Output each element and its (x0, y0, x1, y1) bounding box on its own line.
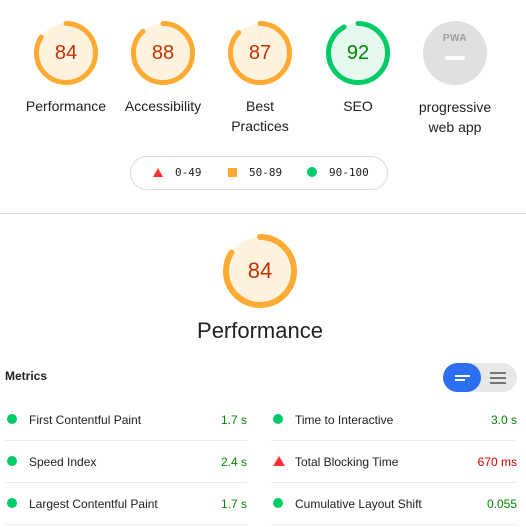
metric-name: Time to Interactive (295, 413, 394, 427)
metrics-title: Metrics (5, 369, 48, 383)
gauge-ring-svg (131, 21, 195, 85)
metric-value: 0.055 (486, 497, 517, 511)
gauge-arc (34, 21, 98, 85)
metric-name: Total Blocking Time (295, 455, 399, 469)
gauge-score: 87 (248, 42, 272, 64)
metric-value: 670 ms (477, 455, 517, 469)
metric-cumulative-layout-shift: Cumulative Layout Shift 0.055 (271, 483, 517, 525)
pass-circle-icon (273, 414, 283, 424)
gauge-pwa[interactable]: PWA progressive web app (400, 20, 510, 137)
metric-first-contentful-paint: First Contentful Paint 1.7 s (5, 399, 247, 441)
gauge-best-practices[interactable]: 87 Best Practices (205, 20, 315, 136)
gauge-fill (36, 23, 96, 83)
gauge-label: Accessibility (124, 98, 202, 114)
triangle-icon (153, 168, 163, 177)
gauge-performance[interactable]: 84 Performance (11, 20, 121, 116)
gauge-ring-svg (34, 21, 98, 85)
pwa-dash (445, 56, 465, 60)
legend-range: 90-100 (329, 166, 369, 179)
pwa-icon: PWA (423, 21, 487, 85)
circle-icon (307, 167, 317, 177)
section-title: Performance (197, 318, 323, 343)
gauge-seo[interactable]: 92 SEO (303, 20, 413, 116)
gauge-fill (226, 237, 294, 305)
pass-circle-icon (7, 498, 17, 508)
metric-value: 3.0 s (490, 413, 517, 427)
metric-time-to-interactive: Time to Interactive 3.0 s (271, 399, 517, 441)
pass-circle-icon (7, 456, 17, 466)
square-icon (228, 168, 237, 177)
list-compact-icon (455, 375, 470, 377)
metrics-view-toggle[interactable] (443, 363, 517, 392)
metric-value: 1.7 s (220, 497, 247, 511)
gauge-score: 84 (54, 42, 78, 64)
gauge-label: progressive web app (418, 99, 492, 135)
list-expanded-icon (490, 372, 506, 374)
metric-speed-index: Speed Index 2.4 s (5, 441, 247, 483)
legend-pass: 90-100 (307, 157, 369, 189)
metric-name: Largest Contentful Paint (29, 497, 158, 511)
legend-range: 50-89 (249, 166, 283, 179)
gauge-ring: 84 (33, 20, 99, 86)
gauge-fill (328, 23, 388, 83)
gauge-score: 92 (346, 42, 370, 64)
metric-name: First Contentful Paint (29, 413, 142, 427)
gauge-fill (230, 23, 290, 83)
gauge-ring: PWA (422, 21, 488, 87)
compact-view-button[interactable] (443, 363, 481, 392)
list-expanded-icon-line (490, 377, 506, 379)
legend-fail: 0-49 (153, 157, 202, 189)
gauge-ring: 88 (130, 20, 196, 86)
list-compact-icon-line (455, 379, 465, 381)
metric-value: 2.4 s (220, 455, 247, 469)
list-expanded-icon-line (490, 382, 506, 384)
gauge-arc (131, 21, 195, 85)
gauge-accessibility[interactable]: 88 Accessibility (108, 20, 218, 116)
pass-circle-icon (7, 414, 17, 424)
metric-name: Cumulative Layout Shift (295, 497, 422, 511)
gauge-label: SEO (343, 98, 373, 114)
metric-largest-contentful-paint: Largest Contentful Paint 1.7 s (5, 483, 247, 525)
gauge-ring-svg (326, 21, 390, 85)
gauge-arc (228, 21, 292, 85)
metric-value: 1.7 s (220, 413, 247, 427)
gauge-ring: 92 (325, 20, 391, 86)
legend-average: 50-89 (228, 157, 282, 189)
gauge-label: Performance (25, 98, 107, 114)
metric-name: Speed Index (29, 455, 97, 469)
fail-triangle-icon (273, 456, 285, 466)
gauge-fill (133, 23, 193, 83)
gauge-ring-svg (228, 21, 292, 85)
performance-gauge: 84 (222, 233, 298, 309)
gauge-arc (326, 21, 390, 85)
performance-score: 84 (247, 258, 273, 283)
score-legend: 0-49 50-89 90-100 (130, 156, 388, 190)
performance-gauge-ring (223, 234, 297, 308)
gauge-arc (223, 234, 297, 308)
metric-total-blocking-time: Total Blocking Time 670 ms (271, 441, 517, 483)
pass-circle-icon (273, 498, 283, 508)
gauge-ring: 87 (227, 20, 293, 86)
legend-range: 0-49 (175, 166, 202, 179)
category-gauges: 84 Performance 88 Accessibility 87 Best … (0, 0, 526, 150)
gauge-score: 88 (151, 42, 175, 64)
gauge-label: Best Practices (231, 98, 289, 134)
pwa-badge-text: PWA (442, 33, 468, 44)
section-divider (0, 213, 526, 214)
